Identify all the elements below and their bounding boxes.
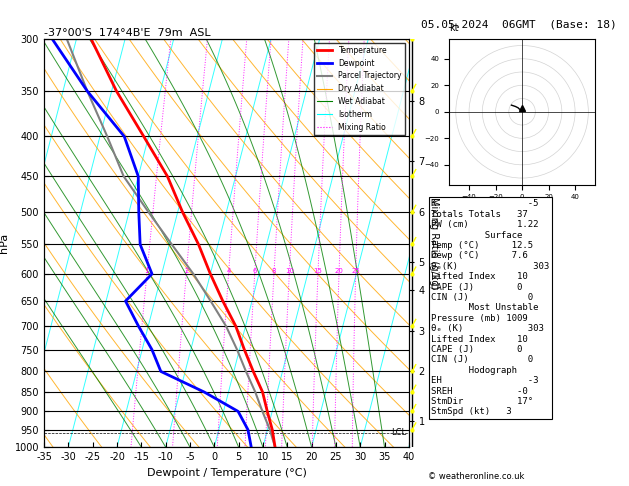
Text: 25: 25 — [351, 268, 360, 274]
Text: 8: 8 — [272, 268, 276, 274]
Y-axis label: hPa: hPa — [0, 233, 9, 253]
Text: 10: 10 — [285, 268, 294, 274]
Y-axis label: Mixing Ratio (g/kg): Mixing Ratio (g/kg) — [429, 197, 438, 289]
Text: © weatheronline.co.uk: © weatheronline.co.uk — [428, 472, 524, 481]
Text: LCL: LCL — [391, 428, 406, 437]
Text: -37°00'S  174°4B'E  79m  ASL: -37°00'S 174°4B'E 79m ASL — [44, 28, 211, 38]
Text: 1: 1 — [145, 268, 149, 274]
Text: 6: 6 — [252, 268, 257, 274]
Legend: Temperature, Dewpoint, Parcel Trajectory, Dry Adiabat, Wet Adiabat, Isotherm, Mi: Temperature, Dewpoint, Parcel Trajectory… — [314, 43, 405, 135]
Text: 05.05.2024  06GMT  (Base: 18): 05.05.2024 06GMT (Base: 18) — [421, 19, 617, 30]
Text: kt: kt — [449, 22, 459, 33]
Text: 2: 2 — [184, 268, 189, 274]
Text: 15: 15 — [313, 268, 323, 274]
Text: K                 -5
Totals Totals   37
PW (cm)         1.22
          Surface
T: K -5 Totals Totals 37 PW (cm) 1.22 Surfa… — [431, 199, 550, 417]
Text: 20: 20 — [335, 268, 343, 274]
Text: 4: 4 — [226, 268, 231, 274]
X-axis label: Dewpoint / Temperature (°C): Dewpoint / Temperature (°C) — [147, 468, 306, 478]
